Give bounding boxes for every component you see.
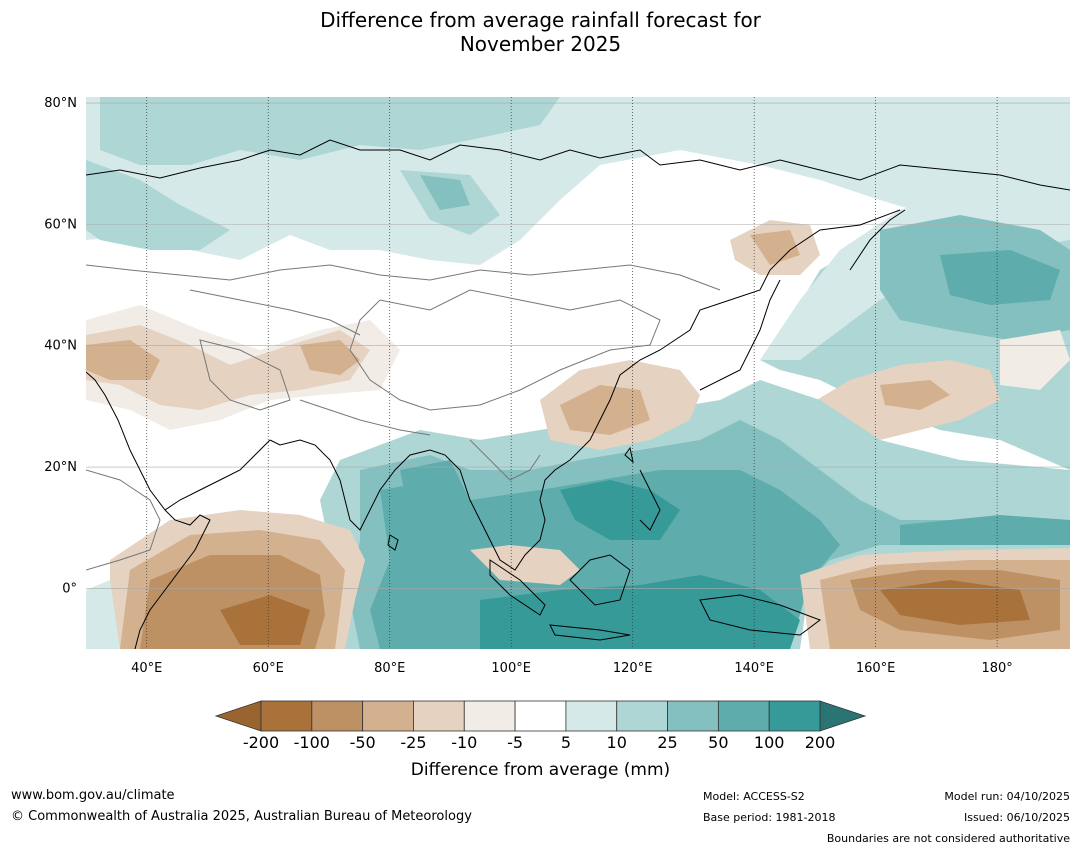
colorbar-tick-label: -50: [350, 733, 376, 752]
colorbar-tick-label: 50: [708, 733, 728, 752]
colorbar-swatch: [362, 700, 414, 732]
equatorial-pacific-wet: [900, 515, 1070, 545]
longitude-gridlines: [146, 97, 998, 649]
colorbar: -200 -100 -50 -25 -10 -5 5 10 25 50 100 200 Differen…: [214, 700, 867, 780]
africa-wet-strip: [86, 580, 120, 649]
south-pacific-dry-strong: [880, 580, 1030, 625]
model-run-text: Model run: 04/10/2025: [944, 790, 1070, 803]
lon-label: 100°E: [491, 661, 531, 676]
model-text: Model: ACCESS-S2: [703, 790, 805, 803]
colorbar-swatch: [667, 700, 719, 732]
colorbar-tick-label: -200: [243, 733, 279, 752]
middle-east-dry-core: [86, 340, 160, 380]
chart-title: Difference from average rainfall forecas…: [0, 8, 1081, 56]
bay-of-bengal-wet: [400, 460, 470, 530]
title-line-1: Difference from average rainfall forecas…: [320, 8, 761, 32]
colorbar-swatch: [311, 700, 364, 732]
website-link[interactable]: www.bom.gov.au/climate: [11, 788, 175, 803]
boundary-india: [299, 399, 431, 436]
title-line-2: November 2025: [459, 32, 622, 56]
coastline-taiwan: [624, 446, 634, 464]
coastline-sri-lanka: [387, 534, 399, 551]
colorbar-swatch: [717, 700, 770, 732]
coastline-arctic: [86, 139, 1070, 191]
ne-asia-dry-core: [750, 230, 800, 265]
country-boundaries: [86, 264, 721, 571]
colorbar-tick-label: 10: [607, 733, 627, 752]
maritime-wet-strong: [480, 575, 800, 649]
lon-label: 160°E: [856, 661, 896, 676]
lat-label: 40°N: [44, 339, 77, 354]
middle-east-dry-mid: [86, 325, 370, 410]
colorbar-tick-label: -10: [451, 733, 477, 752]
arctic-wet-west: [86, 160, 230, 250]
colorbar-swatch: [260, 700, 313, 732]
boundary-central-asia: [189, 289, 361, 336]
lat-label: 0°: [62, 581, 77, 596]
lon-label: 140°E: [734, 661, 774, 676]
arctic-wet-core-3: [420, 175, 470, 210]
lon-label: 60°E: [253, 661, 284, 676]
colorbar-tick-label: -25: [400, 733, 426, 752]
coastlines: [86, 139, 1070, 649]
coastline-borneo: [569, 554, 631, 606]
latitude-labels: 80°N 60°N 40°N 20°N 0°: [44, 96, 77, 596]
colorbar-tick-label: 5: [561, 733, 571, 752]
colorbar-swatch: [514, 700, 567, 732]
disclaimer-text: Boundaries are not considered authoritat…: [826, 832, 1070, 845]
boundary-china: [349, 289, 661, 411]
colorbar-tick-label: 100: [754, 733, 785, 752]
coastline-africa: [134, 509, 211, 649]
colorbar-swatch: [565, 700, 618, 732]
coastline-sumatra: [489, 559, 546, 616]
colorbar-tick-label: 25: [657, 733, 677, 752]
boundary-russia-south: [86, 264, 721, 291]
lon-label: 80°E: [374, 661, 405, 676]
boundary-iran: [199, 339, 291, 411]
arctic-wet-core: [100, 97, 560, 165]
pacific-dry-patch-core: [880, 380, 950, 410]
colorbar-min-extension: [214, 700, 262, 732]
issued-text: Issued: 06/10/2025: [963, 811, 1070, 824]
pacific-dry-patch-2: [1000, 330, 1070, 390]
colorbar-tick-label: -5: [507, 733, 523, 752]
coastline-philippines: [639, 469, 661, 531]
north-pacific-core-2: [940, 250, 1060, 305]
colorbar-max-extension: [819, 700, 867, 732]
colorbar-title: Difference from average (mm): [411, 760, 670, 780]
anomaly-field: [86, 97, 1070, 649]
coastline-east-asia: [269, 209, 901, 571]
colorbar-swatch: [616, 700, 668, 732]
south-china-sea-strong: [560, 480, 680, 540]
central-asia-dry-core: [300, 340, 360, 375]
coastline-kamchatka: [849, 209, 906, 271]
longitude-labels: 40°E 60°E 80°E 100°E 120°E 140°E 160°E 180°: [131, 661, 1013, 676]
lat-label: 80°N: [44, 96, 77, 111]
boundary-indochina: [469, 439, 541, 481]
base-period-text: Base period: 1981-2018: [703, 811, 836, 824]
lon-label: 120°E: [613, 661, 653, 676]
colorbar-swatch: [768, 700, 821, 732]
lon-label: 180°: [981, 661, 1012, 676]
coastline-new-guinea: [699, 594, 822, 636]
colorbar-swatch: [463, 700, 516, 732]
coastline-arabia: [86, 371, 271, 511]
colorbar-tick-label: 200: [805, 733, 836, 752]
colorbar-tick-label: -100: [294, 733, 330, 752]
colorbar-swatch: [413, 700, 465, 732]
lon-label: 40°E: [131, 661, 162, 676]
coastline-java: [549, 624, 631, 641]
lat-label: 20°N: [44, 460, 77, 475]
east-africa-dry-strong: [220, 595, 310, 645]
copyright-text: © Commonwealth of Australia 2025, Austra…: [11, 809, 472, 824]
lat-label: 60°N: [44, 217, 77, 232]
map-area: [86, 97, 1070, 649]
boundary-africa: [86, 469, 161, 571]
coastline-japan: [699, 279, 781, 391]
